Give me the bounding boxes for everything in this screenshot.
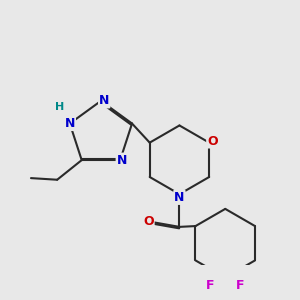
- Text: O: O: [207, 134, 218, 148]
- Text: H: H: [56, 102, 64, 112]
- Text: N: N: [174, 191, 184, 204]
- Text: N: N: [99, 94, 110, 107]
- Text: F: F: [236, 279, 244, 292]
- Text: O: O: [143, 215, 154, 229]
- Text: N: N: [117, 154, 127, 166]
- Text: N: N: [64, 117, 75, 130]
- Text: F: F: [206, 279, 215, 292]
